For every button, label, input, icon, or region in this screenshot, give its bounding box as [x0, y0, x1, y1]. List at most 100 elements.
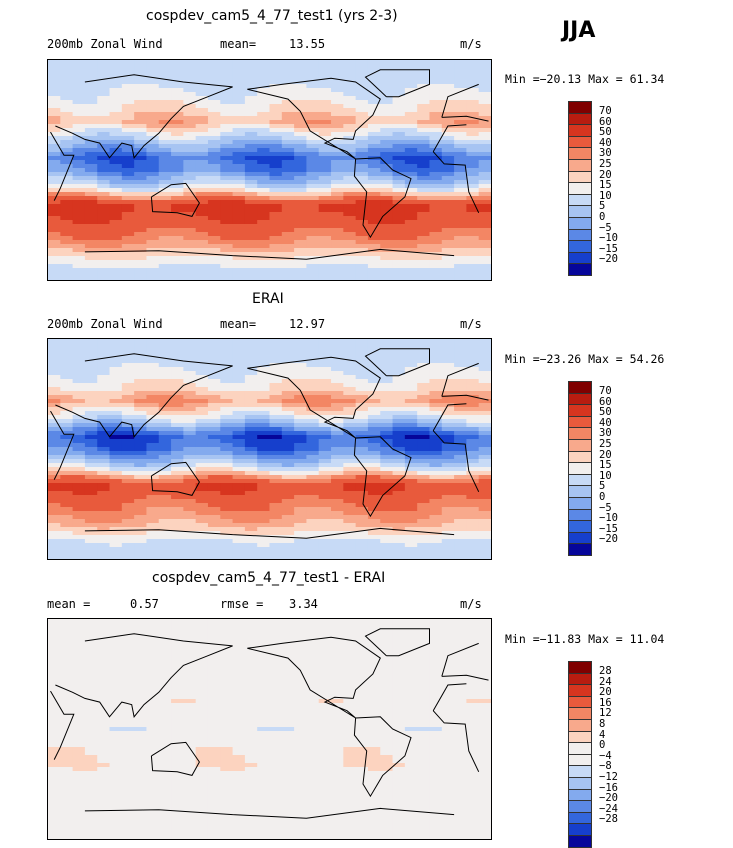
contour-cell	[257, 208, 271, 213]
contour-cell	[171, 411, 184, 416]
colorbar-swatch	[568, 263, 592, 276]
contour-cell	[331, 96, 344, 101]
contour-cell	[48, 347, 61, 352]
contour-cell	[392, 248, 406, 253]
contour-cell	[220, 196, 234, 201]
contour-cell	[171, 96, 184, 101]
contour-cell	[429, 84, 443, 89]
contour-cell	[478, 707, 491, 712]
contour-cell	[84, 635, 98, 640]
contour-cell	[466, 212, 480, 217]
contour-cell	[306, 244, 320, 249]
contour-cell	[244, 555, 258, 559]
contour-cell	[257, 543, 271, 548]
contour-cell	[478, 387, 491, 392]
contour-cell	[121, 188, 135, 193]
contour-cell	[380, 355, 394, 360]
contour-cell	[171, 551, 184, 556]
contour-cell	[72, 619, 86, 624]
contour-cell	[146, 80, 160, 85]
contour-cell	[232, 371, 246, 376]
contour-cell	[121, 120, 135, 125]
contour-cell	[97, 96, 111, 101]
contour-cell	[343, 675, 357, 680]
contour-cell	[183, 511, 197, 516]
contour-cell	[97, 276, 111, 280]
contour-cell	[220, 443, 234, 448]
contour-cell	[404, 391, 418, 396]
contour-cell	[48, 387, 61, 392]
contour-cell	[380, 707, 394, 712]
coastline	[84, 248, 455, 260]
contour-cell	[134, 116, 148, 121]
contour-cell	[269, 623, 283, 628]
contour-cell	[343, 140, 357, 145]
contour-cell	[146, 671, 160, 676]
contour-cell	[60, 196, 74, 201]
contour-cell	[367, 499, 381, 504]
contour-cell	[417, 419, 431, 424]
contour-cell	[97, 80, 111, 85]
contour-cell	[306, 371, 320, 376]
contour-cell	[109, 248, 123, 253]
contour-cell	[195, 447, 209, 452]
contour-cell	[207, 244, 221, 249]
contour-cell	[355, 176, 369, 181]
contour-cell	[257, 252, 271, 257]
contour-cell	[195, 216, 209, 221]
contour-cell	[121, 160, 135, 165]
contour-cell	[355, 631, 369, 636]
contour-cell	[171, 72, 184, 77]
contour-cell	[331, 635, 344, 640]
contour-cell	[281, 691, 295, 696]
contour-cell	[294, 339, 308, 344]
contour-cell	[72, 339, 86, 344]
contour-cell	[134, 555, 148, 559]
contour-cell	[220, 623, 234, 628]
contour-cell	[306, 188, 320, 193]
contour-cell	[84, 208, 98, 213]
contour-cell	[343, 204, 357, 209]
contour-cell	[417, 216, 431, 221]
contour-cell	[367, 339, 381, 344]
contour-cell	[454, 447, 467, 452]
contour-cell	[244, 495, 258, 500]
contour-cell	[466, 232, 480, 237]
contour-cell	[355, 535, 369, 540]
contour-cell	[454, 76, 467, 81]
contour-cell	[72, 671, 86, 676]
contour-cell	[60, 220, 74, 225]
colorbar-swatch	[568, 531, 592, 544]
contour-cell	[306, 687, 320, 692]
contour-cell	[355, 423, 369, 428]
contour-cell	[207, 204, 221, 209]
contour-cell	[331, 144, 344, 149]
contour-cell	[404, 523, 418, 528]
contour-cell	[466, 100, 480, 105]
contour-cell	[269, 503, 283, 508]
contour-cell	[269, 435, 283, 440]
contour-cell	[294, 699, 308, 704]
contour-cell	[158, 439, 172, 444]
contour-cell	[380, 264, 394, 269]
contour-cell	[60, 691, 74, 696]
contour-cell	[146, 555, 160, 559]
contour-cell	[171, 363, 184, 368]
contour-cell	[404, 439, 418, 444]
contour-cell	[48, 383, 61, 388]
contour-cell	[429, 495, 443, 500]
contour-cell	[404, 539, 418, 544]
contour-cell	[454, 703, 467, 708]
contour-cell	[417, 423, 431, 428]
contour-cell	[220, 463, 234, 468]
contour-cell	[97, 699, 111, 704]
contour-cell	[318, 475, 332, 480]
contour-cell	[48, 507, 61, 512]
contour-cell	[404, 224, 418, 229]
contour-cell	[171, 244, 184, 249]
contour-cell	[306, 707, 320, 712]
contour-cell	[281, 140, 295, 145]
contour-cell	[158, 399, 172, 404]
contour-cell	[158, 228, 172, 233]
contour-cell	[195, 471, 209, 476]
